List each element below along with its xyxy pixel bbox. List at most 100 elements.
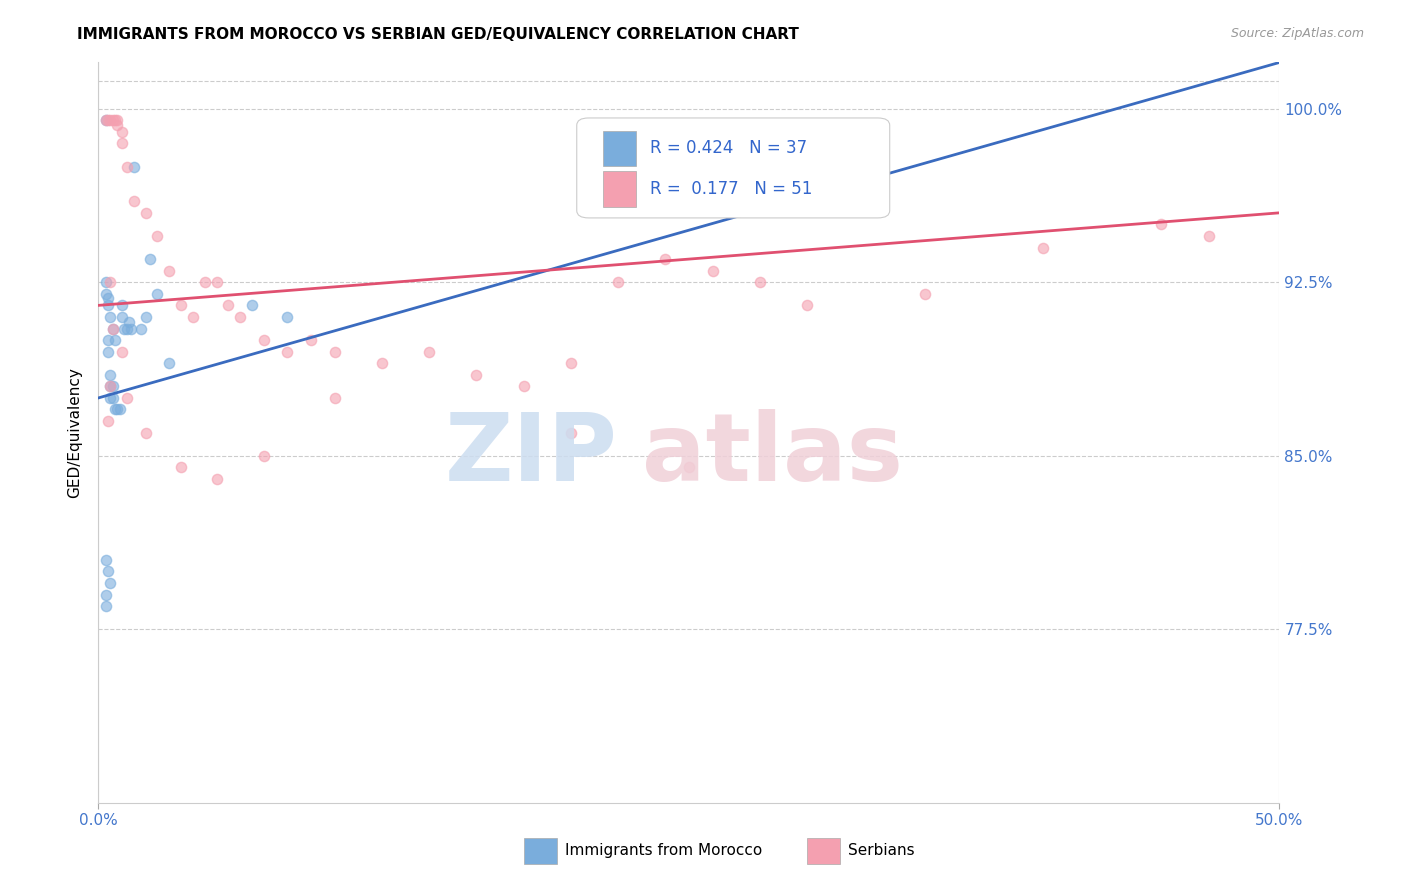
Point xyxy=(98,275,121,289)
Point xyxy=(98,576,121,591)
Y-axis label: GED/Equivalency: GED/Equivalency xyxy=(67,368,83,498)
Bar xyxy=(807,838,841,864)
Point xyxy=(97,414,120,428)
Point xyxy=(112,321,135,335)
Point xyxy=(678,460,700,475)
Point xyxy=(129,321,152,335)
Point xyxy=(607,275,630,289)
Point xyxy=(111,136,134,151)
Point xyxy=(205,472,228,486)
Point xyxy=(118,315,141,329)
Point xyxy=(115,321,138,335)
Point xyxy=(253,449,276,463)
Point xyxy=(276,344,298,359)
Point xyxy=(97,344,120,359)
Point xyxy=(240,298,263,312)
Point xyxy=(98,391,121,405)
Point xyxy=(101,113,124,128)
Text: R = 0.424   N = 37: R = 0.424 N = 37 xyxy=(650,139,807,157)
Point xyxy=(108,402,131,417)
Point xyxy=(371,356,394,370)
Point xyxy=(111,125,134,139)
Text: IMMIGRANTS FROM MOROCCO VS SERBIAN GED/EQUIVALENCY CORRELATION CHART: IMMIGRANTS FROM MOROCCO VS SERBIAN GED/E… xyxy=(77,27,799,42)
Point xyxy=(98,379,121,393)
Point xyxy=(560,425,582,440)
Point xyxy=(560,356,582,370)
Point xyxy=(181,310,204,324)
Point xyxy=(94,113,117,128)
Text: R =  0.177   N = 51: R = 0.177 N = 51 xyxy=(650,180,813,198)
Point xyxy=(98,379,121,393)
Point xyxy=(135,206,157,220)
Point xyxy=(229,310,252,324)
Point xyxy=(94,599,117,614)
Point xyxy=(104,333,127,347)
Point xyxy=(97,333,120,347)
Text: Immigrants from Morocco: Immigrants from Morocco xyxy=(565,844,762,858)
Point xyxy=(654,252,676,266)
Point xyxy=(170,298,193,312)
Point xyxy=(512,379,534,393)
Point xyxy=(105,113,128,128)
Point xyxy=(101,391,124,405)
Point xyxy=(139,252,162,266)
Point xyxy=(115,391,138,405)
Point xyxy=(299,333,322,347)
Point xyxy=(194,275,217,289)
Point xyxy=(253,333,276,347)
Point xyxy=(101,321,124,335)
Point xyxy=(121,321,143,335)
Text: atlas: atlas xyxy=(641,409,903,500)
Point xyxy=(101,321,124,335)
Point xyxy=(205,275,228,289)
Point xyxy=(105,402,128,417)
Point xyxy=(111,298,134,312)
Point xyxy=(94,275,117,289)
Point xyxy=(98,113,121,128)
Point xyxy=(276,310,298,324)
Point xyxy=(146,229,169,244)
Point xyxy=(94,588,117,602)
Point xyxy=(702,263,724,277)
Text: Source: ZipAtlas.com: Source: ZipAtlas.com xyxy=(1230,27,1364,40)
Point xyxy=(748,275,770,289)
Point xyxy=(914,286,936,301)
Point xyxy=(135,425,157,440)
Point xyxy=(98,310,121,324)
Bar xyxy=(603,130,636,166)
Point xyxy=(323,391,346,405)
Point xyxy=(115,160,138,174)
Point xyxy=(98,368,121,382)
Bar xyxy=(523,838,557,864)
Text: Serbians: Serbians xyxy=(848,844,915,858)
Point xyxy=(94,113,117,128)
Point xyxy=(94,553,117,567)
Point xyxy=(418,344,440,359)
Point xyxy=(104,402,127,417)
Text: ZIP: ZIP xyxy=(446,409,619,500)
Point xyxy=(217,298,239,312)
Bar xyxy=(603,171,636,207)
Point xyxy=(146,286,169,301)
Point xyxy=(111,310,134,324)
Point xyxy=(97,292,120,306)
FancyBboxPatch shape xyxy=(576,118,890,218)
Point xyxy=(157,263,180,277)
Point xyxy=(111,344,134,359)
Point xyxy=(796,298,818,312)
Point xyxy=(122,194,145,209)
Point xyxy=(105,118,128,132)
Point xyxy=(97,113,120,128)
Point xyxy=(1198,229,1220,244)
Point xyxy=(323,344,346,359)
Point xyxy=(135,310,157,324)
Point xyxy=(104,113,127,128)
Point xyxy=(101,379,124,393)
Point xyxy=(170,460,193,475)
Point xyxy=(97,565,120,579)
Point xyxy=(97,298,120,312)
Point xyxy=(122,160,145,174)
Point xyxy=(94,286,117,301)
Point xyxy=(1150,218,1173,232)
Point xyxy=(157,356,180,370)
